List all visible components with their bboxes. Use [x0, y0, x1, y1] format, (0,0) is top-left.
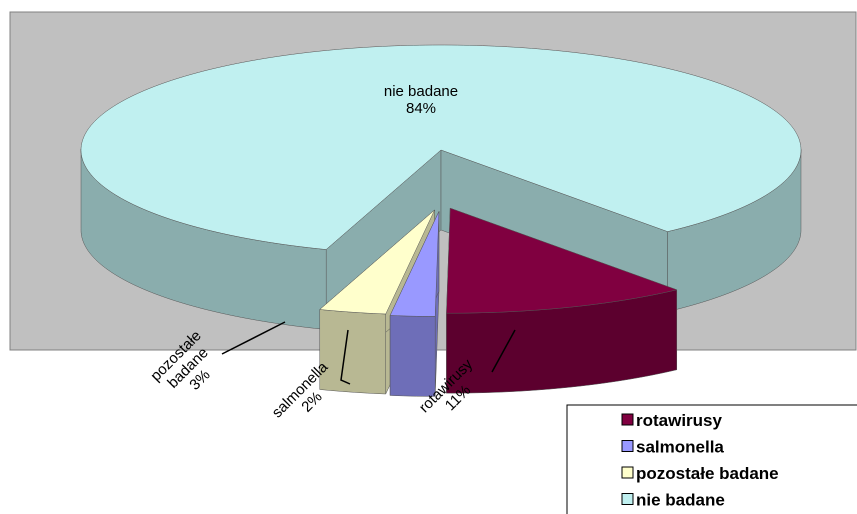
legend-swatch — [621, 466, 634, 479]
data-label: nie badane 84% — [361, 83, 481, 117]
leader-line — [221, 321, 286, 355]
legend-box — [566, 404, 857, 514]
legend-label: pozostałe badane — [636, 464, 779, 483]
pie — [80, 44, 802, 397]
slice — [446, 207, 678, 314]
legend-swatch — [621, 493, 634, 505]
legend-label: rotawirusy — [636, 411, 723, 430]
legend-swatch — [621, 440, 634, 452]
data-label-text: nie badane — [383, 83, 459, 100]
slice — [319, 209, 435, 315]
slice-side — [389, 315, 436, 397]
leader-line — [340, 329, 351, 385]
data-label-text: 84% — [405, 100, 437, 117]
slice — [389, 211, 440, 317]
leader-line — [491, 329, 516, 373]
legend-label: salmonella — [636, 438, 724, 457]
legend-swatch — [621, 413, 634, 426]
legend: rotawirusy salmonella pozostałe badane nie … — [621, 411, 779, 510]
legend-label: nie badane — [636, 491, 725, 510]
slice — [80, 44, 802, 250]
